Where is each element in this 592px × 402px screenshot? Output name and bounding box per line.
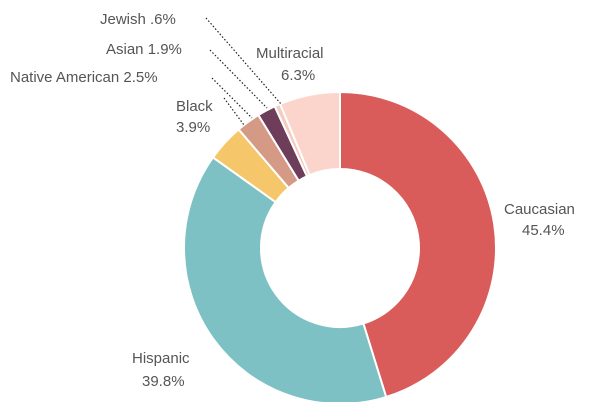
slice-multiracial (278, 90, 341, 177)
leader-line-black (223, 97, 245, 126)
slice-hispanic (183, 156, 388, 402)
label-jewish: Jewish .6% (100, 11, 176, 28)
label-multiracial: Multiracial (256, 45, 324, 62)
value-multiracial: 6.3% (281, 67, 315, 84)
leader-lines (205, 17, 282, 126)
label-asian: Asian 1.9% (106, 41, 182, 58)
value-hispanic: 39.8% (142, 373, 185, 390)
value-black: 3.9% (176, 119, 210, 136)
label-native-american: Native American 2.5% (10, 69, 158, 86)
label-black: Black (176, 98, 213, 115)
slice-caucasian (339, 90, 497, 399)
leader-line-native-american (211, 77, 253, 119)
label-caucasian: Caucasian (504, 201, 575, 218)
donut-slices (183, 90, 497, 402)
leader-line-asian (209, 49, 268, 109)
leader-line-jewish (205, 17, 282, 105)
label-hispanic: Hispanic (132, 350, 190, 367)
value-caucasian: 45.4% (522, 222, 565, 239)
